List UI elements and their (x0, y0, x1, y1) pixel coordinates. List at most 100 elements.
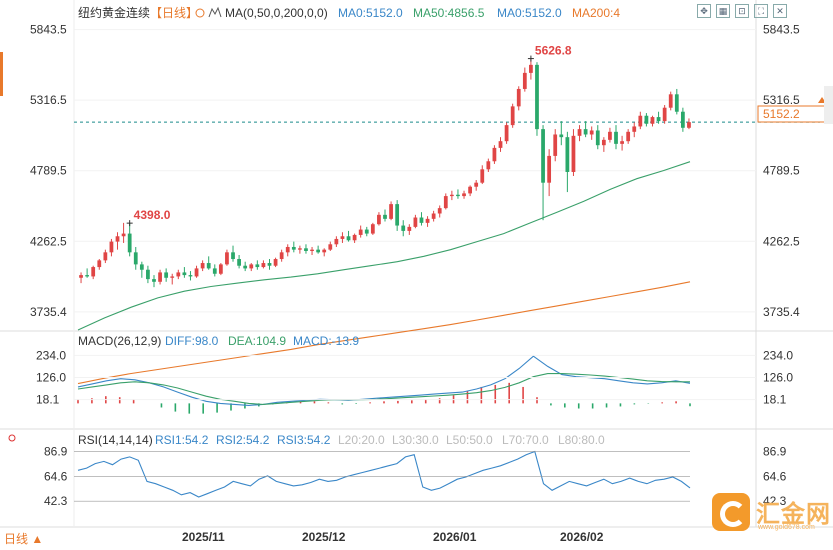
candle-body (115, 236, 120, 242)
high-annotation-label: 5626.8 (535, 44, 572, 58)
rsi-line (77, 450, 691, 498)
ma200-line (77, 281, 691, 385)
period-button[interactable]: 日线 ▲ (4, 532, 44, 546)
candle-body (127, 233, 132, 253)
price-tick-left: 4262.5 (30, 234, 67, 248)
candle-body (662, 107, 667, 122)
price-tick-right: 4262.5 (763, 234, 800, 248)
candle-body (638, 115, 643, 127)
period-button-label: 日线 (4, 532, 29, 546)
candle-body (328, 244, 333, 250)
candle-body (632, 126, 637, 132)
ma-value-2: MA50:4856.5 (413, 6, 485, 20)
candle-body (644, 115, 649, 124)
price-tick-left: 4789.5 (30, 164, 67, 178)
expand-icon[interactable]: ✥ (697, 4, 711, 18)
x-label-2026-01: 2026/01 (433, 530, 477, 544)
candle-body (510, 106, 515, 126)
rsi3-value: RSI3:54.2 (277, 433, 331, 447)
rsi-settings-icon[interactable] (8, 434, 16, 442)
x-label-2026-02: 2026/02 (560, 530, 604, 544)
candlestick-series (79, 58, 691, 288)
candle-body (541, 129, 545, 183)
candle-body (79, 275, 83, 278)
candle-body (279, 252, 284, 260)
macd-tick-left: 18.1 (36, 393, 60, 407)
price-tick-right: 4789.5 (763, 164, 800, 178)
right-scrollbar[interactable] (824, 86, 833, 124)
candle-body (614, 131, 618, 144)
grid-icon[interactable]: ▦ (716, 4, 730, 18)
compress-icon[interactable]: ⊡ (735, 4, 749, 18)
rsi2-value: RSI2:54.2 (216, 433, 270, 447)
price-tick-right: 3735.4 (763, 305, 800, 319)
candle-body (437, 208, 442, 214)
candle-body (413, 217, 418, 227)
macd-tick-left: 126.0 (36, 371, 66, 385)
macd-dea-value: DEA:104.9 (228, 334, 286, 348)
candle-body (395, 204, 400, 226)
candle-body (218, 264, 223, 274)
close-icon[interactable]: ✕ (773, 4, 787, 18)
candle-body (383, 214, 387, 219)
candle-body (249, 264, 254, 269)
rsi-tick-left: 64.6 (44, 469, 68, 483)
candle-body (626, 131, 631, 142)
candle-body (188, 275, 193, 277)
candle-body (182, 272, 187, 276)
candle-body (146, 269, 150, 280)
candle-body (377, 214, 381, 225)
candle-body (608, 131, 612, 140)
fullscreen-icon[interactable]: ⛶ (754, 4, 768, 18)
indicator-chart-icon[interactable] (208, 6, 222, 18)
candle-body (583, 129, 588, 135)
watermark-name: 汇金网 (756, 501, 831, 528)
candle-body (97, 260, 102, 268)
period-tag[interactable]: 【日线】 (150, 6, 198, 20)
candle-body (121, 233, 126, 237)
candle-body (261, 263, 266, 268)
ma-value-3: MA0:5152.0 (497, 6, 562, 20)
macd-tick-right: 18.1 (763, 393, 787, 407)
candle-body (273, 259, 278, 266)
candle-body (474, 182, 479, 187)
candle-body (133, 252, 138, 265)
candle-body (468, 186, 472, 194)
price-annotations: 5626.8 4398.0 (126, 44, 572, 227)
candle-body (577, 129, 582, 136)
candle-body (298, 248, 302, 250)
candle-body (139, 264, 144, 270)
price-tick-left: 5843.5 (30, 23, 67, 37)
watermark-url: www.gold678.com (758, 524, 815, 531)
rsi-axis-labels: 86.9 86.9 64.6 64.6 42.3 42.3 (44, 444, 787, 508)
price-tick-left: 5316.5 (30, 93, 67, 107)
candle-body (85, 275, 90, 277)
candle-body (389, 204, 393, 219)
candle-body (492, 147, 497, 162)
macd-dea-line (77, 373, 690, 405)
price-tick-left: 3735.4 (30, 305, 67, 319)
macd-tick-right: 234.0 (763, 348, 793, 362)
candle-body (668, 94, 673, 108)
current-price-label: 5152.2 (763, 107, 800, 121)
candle-body (620, 141, 624, 144)
candle-body (407, 226, 412, 231)
candle-body (304, 248, 308, 251)
candle-body (443, 196, 448, 209)
candle-body (225, 252, 229, 265)
candle-body (516, 88, 521, 107)
candle-body (291, 246, 296, 250)
candle-body (91, 267, 96, 277)
candle-body (687, 122, 691, 128)
side-tab-indicator[interactable] (0, 52, 3, 96)
candle-body (504, 125, 509, 142)
candle-body (522, 72, 527, 89)
candle-body (158, 272, 162, 282)
candle-body (152, 279, 156, 282)
x-label-2025-12: 2025/12 (302, 530, 346, 544)
candle-body (164, 272, 169, 278)
candle-body (370, 224, 375, 234)
settings-icon[interactable] (195, 8, 205, 18)
candle-body (322, 249, 327, 253)
candle-body (529, 64, 533, 73)
